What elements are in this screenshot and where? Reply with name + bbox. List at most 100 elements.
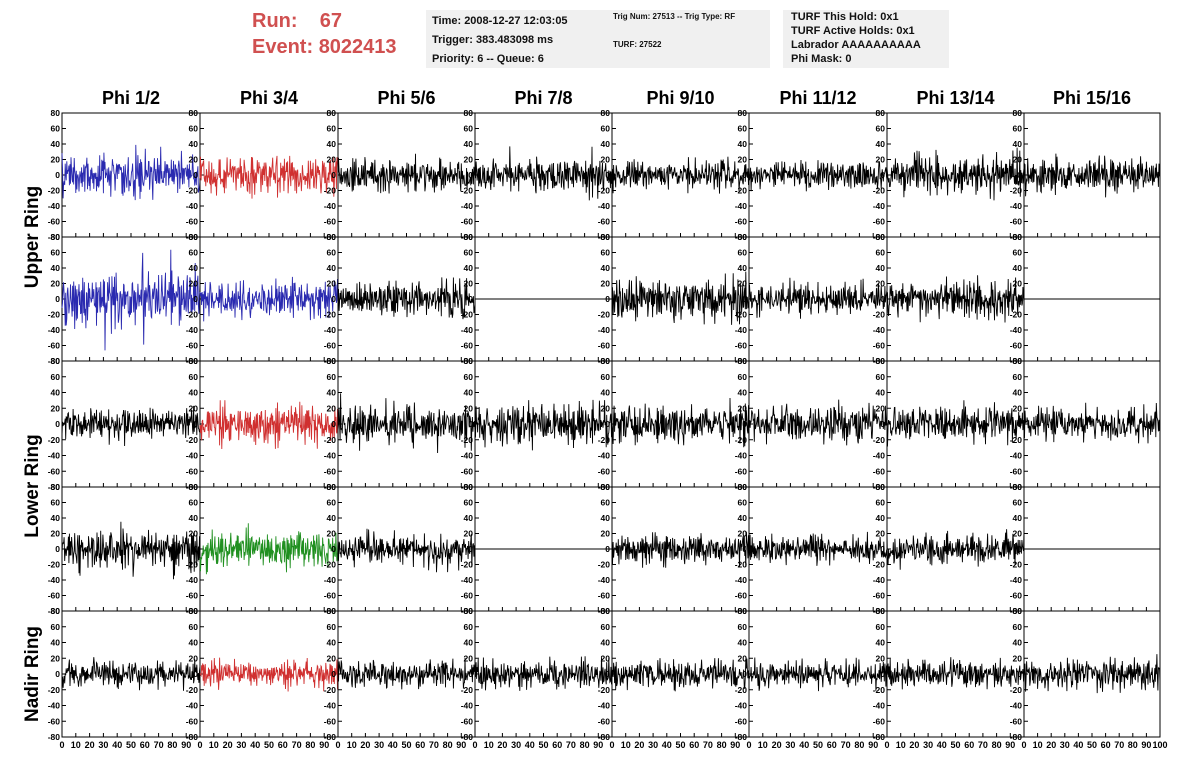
y-tick-label: 80 [876, 356, 886, 366]
y-tick-label: 0 [331, 419, 336, 429]
y-tick-label: 0 [193, 544, 198, 554]
y-tick-label: -80 [48, 732, 61, 742]
waveform-line [886, 657, 1025, 690]
y-tick-label: -20 [1010, 685, 1023, 695]
x-tick-label: 0 [335, 740, 340, 750]
y-tick-label: 40 [601, 638, 611, 648]
trigger-info-box: Trig Num: 27513 -- Trig Type: RF TURF: 2… [605, 10, 770, 68]
y-tick-label: -40 [461, 701, 474, 711]
y-tick-label: -80 [48, 606, 61, 616]
y-tick-label: -60 [186, 716, 199, 726]
y-tick-label: -20 [48, 560, 61, 570]
y-tick-label: 80 [51, 482, 61, 492]
y-tick-label: 80 [189, 606, 199, 616]
y-tick-label: -40 [873, 325, 886, 335]
y-tick-label: -60 [598, 341, 611, 351]
waveform-line [61, 521, 201, 580]
y-tick-label: 0 [605, 419, 610, 429]
y-tick-label: 0 [55, 544, 60, 554]
y-tick-label: -20 [873, 685, 886, 695]
y-tick-label: 60 [738, 372, 748, 382]
y-tick-label: -60 [1010, 466, 1023, 476]
x-tick-label: 20 [223, 740, 233, 750]
y-tick-label: -40 [735, 201, 748, 211]
waveform-line [886, 275, 1025, 323]
x-tick-label: 60 [689, 740, 699, 750]
y-tick-label: -80 [48, 482, 61, 492]
x-tick-label: 70 [292, 740, 302, 750]
y-tick-label: 80 [189, 108, 199, 118]
y-tick-label: 0 [331, 294, 336, 304]
y-tick-label: 80 [327, 606, 337, 616]
y-tick-label: 60 [601, 372, 611, 382]
y-tick-label: -40 [48, 325, 61, 335]
y-tick-label: 0 [605, 294, 610, 304]
y-tick-label: 60 [51, 124, 61, 134]
y-tick-label: -20 [735, 685, 748, 695]
y-tick-label: -60 [873, 341, 886, 351]
y-tick-label: 0 [468, 669, 473, 679]
y-tick-label: -40 [324, 451, 337, 461]
x-tick-label: 0 [1021, 740, 1026, 750]
y-tick-label: -40 [873, 701, 886, 711]
waveform-line [748, 657, 888, 692]
event-row: Event: 8022413 [252, 34, 397, 60]
y-tick-label: -60 [186, 217, 199, 227]
y-tick-label: -60 [324, 217, 337, 227]
y-tick-label: 20 [464, 279, 474, 289]
column-title-8: Phi 15/16 [1053, 88, 1131, 108]
waveform-line [1023, 153, 1161, 198]
x-tick-label: 50 [1087, 740, 1097, 750]
y-tick-label: 0 [193, 669, 198, 679]
turf-text: TURF: 27522 [613, 40, 662, 49]
y-tick-label: 20 [51, 653, 61, 663]
y-tick-label: -80 [324, 732, 337, 742]
y-tick-label: 20 [327, 653, 337, 663]
y-tick-label: -20 [598, 685, 611, 695]
y-tick-label: 40 [738, 139, 748, 149]
y-tick-label: 0 [193, 170, 198, 180]
y-tick-label: 20 [51, 529, 61, 539]
y-tick-label: 80 [327, 356, 337, 366]
y-tick-label: 40 [464, 263, 474, 273]
y-tick-label: 20 [876, 653, 886, 663]
y-tick-label: -80 [48, 232, 61, 242]
y-tick-label: -60 [735, 341, 748, 351]
y-tick-label: 20 [189, 279, 199, 289]
y-tick-label: -20 [48, 310, 61, 320]
y-tick-label: 0 [55, 669, 60, 679]
x-tick-label: 20 [772, 740, 782, 750]
x-tick-label: 90 [319, 740, 329, 750]
y-tick-label: 20 [876, 155, 886, 165]
y-tick-label: 0 [331, 544, 336, 554]
x-tick-label: 80 [580, 740, 590, 750]
y-tick-label: -40 [735, 575, 748, 585]
waveform-line [337, 657, 476, 690]
y-tick-label: -80 [598, 732, 611, 742]
y-tick-label: -60 [324, 716, 337, 726]
phi-mask-text: Phi Mask: 0 [791, 53, 852, 65]
y-tick-label: -20 [598, 186, 611, 196]
y-tick-label: -80 [461, 732, 474, 742]
y-tick-label: -20 [873, 435, 886, 445]
y-tick-label: -40 [461, 575, 474, 585]
x-tick-label: 70 [703, 740, 713, 750]
y-tick-label: 80 [738, 108, 748, 118]
y-tick-label: 80 [601, 108, 611, 118]
y-tick-label: 40 [876, 638, 886, 648]
y-tick-label: 40 [738, 263, 748, 273]
y-tick-label: 80 [189, 482, 199, 492]
x-tick-label: 30 [236, 740, 246, 750]
x-tick-label: 10 [209, 740, 219, 750]
y-tick-label: 40 [51, 638, 61, 648]
y-tick-label: -40 [735, 325, 748, 335]
y-tick-label: -20 [598, 435, 611, 445]
y-tick-label: 20 [1013, 403, 1023, 413]
waveform-line [611, 531, 750, 568]
y-tick-label: 60 [464, 124, 474, 134]
y-tick-label: -80 [186, 732, 199, 742]
y-tick-label: -60 [735, 591, 748, 601]
x-tick-label: 100 [1152, 740, 1167, 750]
y-tick-label: 80 [738, 606, 748, 616]
waveform-line [611, 658, 750, 692]
